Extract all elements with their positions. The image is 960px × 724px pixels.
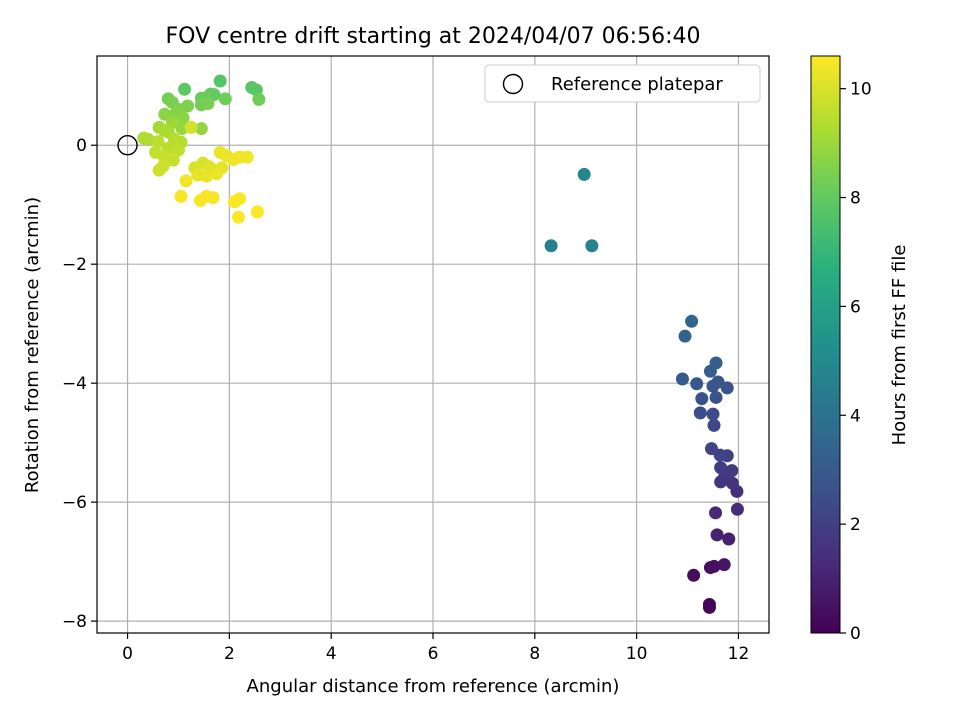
- data-point: [201, 97, 215, 111]
- data-point: [171, 143, 185, 157]
- colorbar-tick-label: 8: [850, 189, 861, 209]
- x-tick-label: 0: [122, 644, 133, 664]
- reference-platepar-marker: [117, 135, 138, 156]
- data-point: [722, 532, 736, 546]
- data-point: [218, 92, 232, 106]
- x-tick-label: 8: [529, 644, 540, 664]
- data-point: [250, 205, 264, 219]
- data-point: [717, 558, 731, 572]
- data-point: [152, 163, 166, 177]
- data-point: [695, 392, 709, 406]
- data-point: [709, 506, 723, 520]
- data-point: [707, 418, 721, 432]
- data-point: [158, 107, 172, 121]
- data-point: [157, 123, 171, 137]
- colorbar-tick-label: 6: [850, 297, 861, 317]
- data-point: [174, 189, 188, 203]
- y-tick-label: −2: [62, 255, 87, 275]
- y-tick-label: −8: [62, 612, 87, 632]
- data-point: [199, 169, 213, 183]
- legend-reference-marker: [502, 73, 524, 95]
- y-tick-label: 0: [76, 136, 87, 156]
- data-point: [687, 568, 701, 582]
- data-point: [210, 167, 224, 181]
- colorbar-label: Hours from first FF file: [889, 245, 910, 446]
- legend: Reference platepar: [484, 64, 761, 103]
- data-point: [725, 464, 739, 478]
- x-tick-label: 12: [728, 644, 750, 664]
- data-point: [710, 528, 724, 542]
- data-point: [693, 406, 707, 420]
- data-point: [166, 153, 180, 167]
- data-point: [690, 377, 704, 391]
- data-point: [709, 356, 723, 370]
- x-axis-label: Angular distance from reference (arcmin): [247, 676, 620, 697]
- data-point: [151, 135, 165, 149]
- x-axis-ticks: 0 2 4 6 8 10 12: [122, 633, 749, 664]
- data-point: [730, 502, 744, 516]
- y-tick-label: −4: [62, 374, 87, 394]
- data-point: [678, 329, 692, 343]
- reference-marker-layer: [117, 135, 138, 156]
- colorbar-ticks: 0 2 4 6 8 10: [840, 80, 872, 644]
- x-tick-label: 4: [326, 644, 337, 664]
- chart-title: FOV centre drift starting at 2024/04/07 …: [166, 24, 701, 49]
- data-point: [240, 150, 254, 164]
- data-point: [184, 120, 198, 134]
- data-point: [714, 461, 728, 475]
- data-point: [233, 192, 247, 206]
- data-point: [206, 191, 220, 205]
- legend-label: Reference platepar: [551, 74, 723, 95]
- x-tick-label: 6: [428, 644, 439, 664]
- x-tick-label: 2: [224, 644, 235, 664]
- data-point: [178, 82, 192, 96]
- data-point: [702, 600, 716, 614]
- data-point: [685, 314, 699, 328]
- data-point: [179, 174, 193, 188]
- data-point: [585, 239, 599, 253]
- data-point: [577, 167, 591, 181]
- data-point: [707, 559, 721, 573]
- data-point: [141, 132, 155, 146]
- data-point: [194, 122, 208, 136]
- legend-box: [484, 64, 761, 103]
- data-point: [704, 442, 718, 456]
- colorbar-tick-label: 2: [850, 515, 861, 535]
- data-point: [176, 111, 190, 125]
- colorbar-tick-label: 10: [850, 80, 872, 100]
- data-point: [706, 407, 720, 421]
- y-axis-label: Rotation from reference (arcmin): [22, 197, 43, 493]
- colorbar: [810, 55, 841, 634]
- data-point: [213, 74, 227, 88]
- data-point: [711, 375, 725, 389]
- colorbar-tick-label: 0: [850, 624, 861, 644]
- y-tick-label: −6: [62, 493, 87, 513]
- y-axis-ticks: 0 −2 −4 −6 −8: [62, 136, 97, 632]
- data-point: [675, 372, 689, 386]
- data-point: [709, 390, 723, 404]
- x-tick-label: 10: [626, 644, 648, 664]
- data-point: [252, 92, 266, 106]
- data-points: [137, 74, 744, 614]
- data-point: [544, 239, 558, 253]
- colorbar-tick-label: 4: [850, 406, 861, 426]
- data-point: [232, 210, 246, 224]
- grid: [97, 56, 769, 633]
- data-point: [720, 381, 734, 395]
